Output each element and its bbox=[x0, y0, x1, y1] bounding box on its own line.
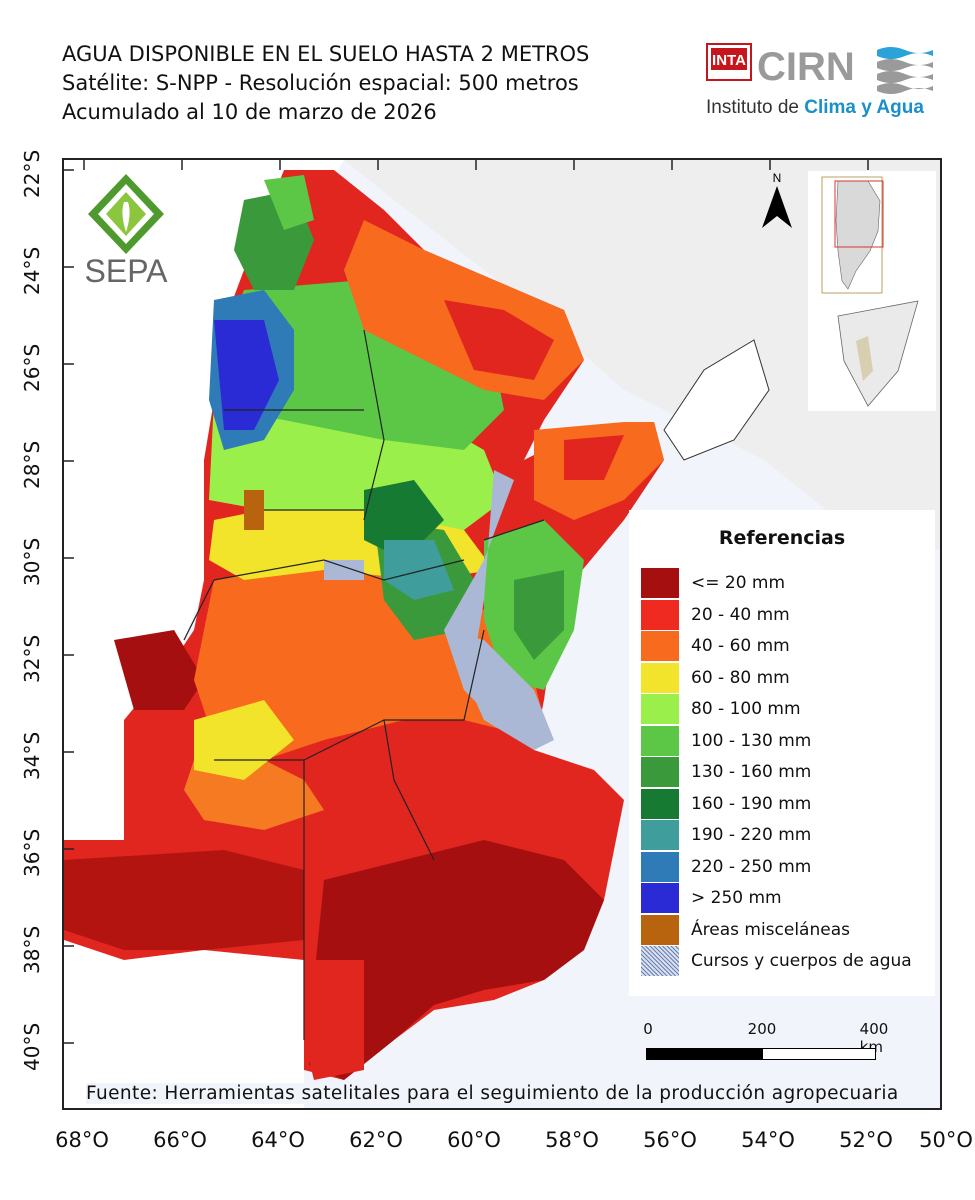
lat-tick-22s: 22°S bbox=[20, 149, 44, 198]
legend-label: Áreas misceláneas bbox=[691, 919, 850, 940]
legend: Referencias <= 20 mm 20 - 40 mm 40 - 60 mm… bbox=[629, 510, 935, 996]
legend-swatch bbox=[641, 757, 679, 787]
lon-tick-54o: 54°O bbox=[741, 1128, 795, 1152]
scale-bar-white-segment bbox=[762, 1048, 876, 1060]
legend-label: 130 - 160 mm bbox=[691, 762, 812, 782]
scale-bar-black-segment bbox=[646, 1048, 762, 1060]
legend-title: Referencias bbox=[718, 527, 846, 549]
scale-label-200: 200 bbox=[747, 1020, 777, 1038]
legend-item: 220 - 250 mm bbox=[641, 851, 812, 882]
legend-label: 190 - 220 mm bbox=[691, 825, 812, 845]
legend-swatch bbox=[641, 914, 679, 945]
legend-swatch bbox=[641, 725, 679, 756]
legend-item: 190 - 220 mm bbox=[641, 820, 811, 850]
lat-tick-36s: 36°S bbox=[20, 828, 44, 877]
legend-label: Cursos y cuerpos de agua bbox=[691, 951, 912, 971]
legend-swatch bbox=[641, 820, 679, 850]
legend-swatch bbox=[641, 568, 679, 598]
institute-highlight: Clima y Agua bbox=[804, 97, 924, 118]
legend-item: 100 - 130 mm bbox=[641, 725, 812, 756]
legend-item: 130 - 160 mm bbox=[641, 757, 811, 787]
lon-tick-56o: 56°O bbox=[643, 1128, 697, 1152]
svg-text:Instituto de Clima y Agua: Instituto de Clima y Agua bbox=[706, 97, 924, 118]
lon-tick-64o: 64°O bbox=[251, 1128, 305, 1152]
legend-label: > 250 mm bbox=[691, 888, 782, 908]
legend-swatch bbox=[641, 694, 679, 724]
lon-tick-52o: 52°O bbox=[839, 1128, 893, 1152]
legend-item: 80 - 100 mm bbox=[641, 694, 801, 724]
legend-swatch bbox=[641, 662, 679, 693]
lon-tick-62o: 62°O bbox=[349, 1128, 403, 1152]
cirn-logo-text: CIRN bbox=[757, 45, 855, 89]
inta-cirn-logo: INTA CIRN Instituto de Clima y Agua bbox=[706, 43, 933, 118]
scale-label-0: 0 bbox=[643, 1020, 653, 1038]
lat-tick-38s: 38°S bbox=[20, 925, 44, 974]
soil-water-map bbox=[64, 160, 940, 1108]
map-header: AGUA DISPONIBLE EN EL SUELO HASTA 2 METR… bbox=[62, 40, 589, 127]
legend-label: 100 - 130 mm bbox=[691, 730, 812, 751]
legend-label: 160 - 190 mm bbox=[691, 793, 812, 814]
lat-tick-40s: 40°S bbox=[20, 1022, 44, 1071]
north-label: N bbox=[773, 171, 782, 185]
north-arrow-icon: N bbox=[762, 171, 792, 228]
legend-item: Cursos y cuerpos de agua bbox=[641, 946, 912, 976]
lat-tick-26s: 26°S bbox=[20, 343, 44, 392]
lat-tick-28s: 28°S bbox=[20, 440, 44, 489]
legend-item: > 250 mm bbox=[641, 883, 782, 913]
lat-tick-32s: 32°S bbox=[20, 634, 44, 683]
legend-label: 80 - 100 mm bbox=[691, 699, 801, 719]
legend-swatch bbox=[641, 631, 679, 661]
source-note: Fuente: Herramientas satelitales para el… bbox=[86, 1083, 899, 1104]
legend-label: <= 20 mm bbox=[691, 573, 786, 593]
legend-item: Áreas misceláneas bbox=[641, 914, 850, 945]
lat-tick-24s: 24°S bbox=[20, 246, 44, 295]
legend-item: 40 - 60 mm bbox=[641, 631, 790, 661]
legend-swatch bbox=[641, 883, 679, 913]
legend-item: 20 - 40 mm bbox=[641, 599, 790, 630]
legend-swatch bbox=[641, 599, 679, 630]
sepa-logo-text: SEPA bbox=[85, 253, 169, 289]
legend-label: 20 - 40 mm bbox=[691, 604, 790, 625]
inta-logo-text: INTA bbox=[712, 52, 746, 69]
map-title: AGUA DISPONIBLE EN EL SUELO HASTA 2 METR… bbox=[62, 42, 590, 66]
scale-bar: 0 200 400 km bbox=[643, 1020, 888, 1068]
lat-tick-34s: 34°S bbox=[20, 731, 44, 780]
lat-tick-30s: 30°S bbox=[20, 537, 44, 586]
legend-label: 220 - 250 mm bbox=[691, 856, 812, 877]
legend-label: 40 - 60 mm bbox=[691, 636, 790, 656]
sepa-logo: SEPA bbox=[85, 174, 169, 289]
lon-tick-50o: 50°O bbox=[919, 1128, 973, 1152]
legend-item: 60 - 80 mm bbox=[641, 662, 790, 693]
inset-locator-map bbox=[808, 171, 936, 411]
map-date: Acumulado al 10 de marzo de 2026 bbox=[62, 100, 437, 124]
institute-prefix: Instituto de bbox=[706, 97, 804, 118]
lon-tick-60o: 60°O bbox=[447, 1128, 501, 1152]
legend-swatch bbox=[641, 788, 679, 819]
legend-swatch bbox=[641, 946, 679, 976]
legend-label: 60 - 80 mm bbox=[691, 667, 790, 688]
lon-tick-66o: 66°O bbox=[153, 1128, 207, 1152]
lon-tick-68o: 68°O bbox=[55, 1128, 109, 1152]
legend-item: 160 - 190 mm bbox=[641, 788, 812, 819]
lon-tick-58o: 58°O bbox=[545, 1128, 599, 1152]
legend-swatch bbox=[641, 851, 679, 882]
map-subtitle: Satélite: S-NPP - Resolución espacial: 5… bbox=[62, 71, 579, 95]
legend-item: <= 20 mm bbox=[641, 568, 785, 598]
